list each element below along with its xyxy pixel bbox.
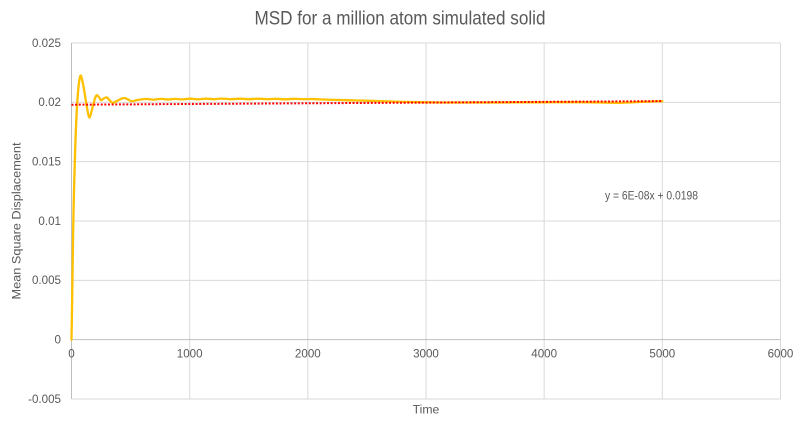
svg-text:0.005: 0.005: [32, 274, 61, 287]
svg-text:-0.005: -0.005: [28, 393, 61, 406]
svg-text:0.02: 0.02: [38, 96, 61, 109]
svg-text:Mean Square Displacement: Mean Square Displacement: [10, 142, 24, 300]
svg-text:0.015: 0.015: [32, 155, 61, 168]
svg-text:6000: 6000: [768, 348, 794, 361]
svg-text:0.01: 0.01: [38, 215, 61, 228]
svg-text:2000: 2000: [295, 348, 321, 361]
svg-text:0: 0: [55, 333, 61, 346]
svg-text:5000: 5000: [649, 348, 675, 361]
svg-text:0.025: 0.025: [32, 37, 61, 50]
svg-text:y = 6E-08x + 0.0198: y = 6E-08x + 0.0198: [605, 190, 698, 202]
svg-text:MSD for a million atom simulat: MSD for a million atom simulated solid: [255, 7, 546, 29]
svg-text:Time: Time: [413, 403, 440, 417]
svg-text:3000: 3000: [413, 348, 439, 361]
svg-text:4000: 4000: [531, 348, 557, 361]
svg-text:0: 0: [68, 348, 74, 361]
svg-text:1000: 1000: [177, 348, 203, 361]
